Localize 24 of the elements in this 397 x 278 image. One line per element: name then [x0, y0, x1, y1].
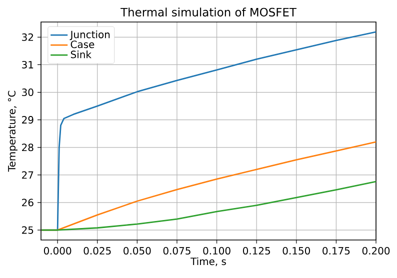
y-tick-label: 27 [22, 171, 34, 179]
y-tick-label: 30 [22, 88, 34, 96]
y-tick-label: 26 [22, 198, 34, 206]
chart-title: Thermal simulation of MOSFET [120, 8, 296, 16]
legend-label: Junction [70, 30, 110, 40]
x-tick-label: 0.175 [322, 246, 350, 255]
x-tick-label: 0.025 [84, 246, 111, 255]
y-axis-title: Temperature, °C [8, 90, 18, 172]
y-tick-label: 28 [22, 144, 34, 152]
x-tick-label: 0.100 [203, 246, 230, 255]
x-axis-title: Time, s [190, 257, 226, 266]
y-tick-label: 31 [22, 60, 34, 68]
line-series [41, 180, 376, 231]
x-tick-label: 0.125 [242, 246, 270, 255]
y-tick-label: 25 [22, 226, 34, 234]
x-tick-label: 0.150 [282, 246, 310, 255]
x-tick-label: 0.000 [44, 246, 72, 255]
y-tick-label: 29 [22, 116, 34, 124]
x-tick-label: 0.200 [362, 246, 390, 255]
legend-label: Case [70, 40, 94, 48]
legend-label: Sink [70, 50, 92, 58]
x-tick-label: 0.075 [163, 246, 190, 255]
x-tick-label: 0.050 [124, 246, 151, 255]
y-tick-label: 32 [22, 33, 33, 41]
